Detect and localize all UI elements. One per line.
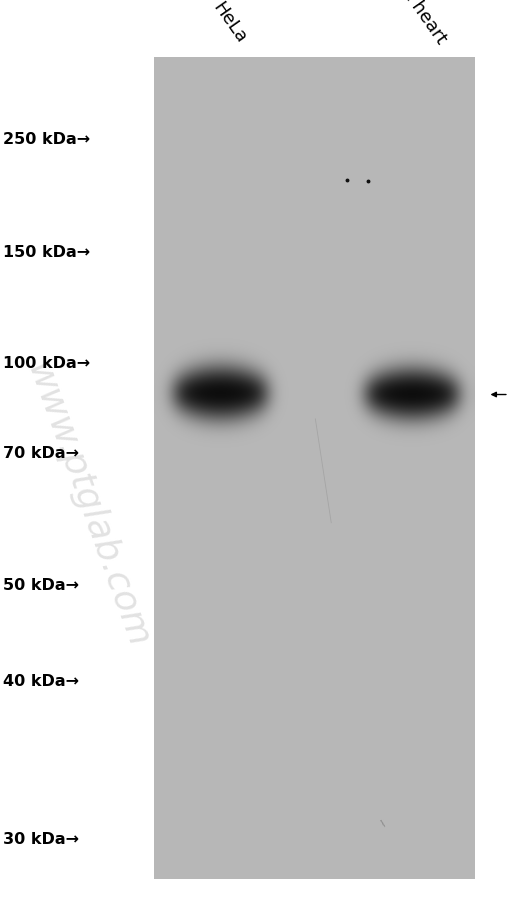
Text: 250 kDa→: 250 kDa→ [3, 133, 90, 147]
Text: 40 kDa→: 40 kDa→ [3, 674, 78, 688]
Text: 50 kDa→: 50 kDa→ [3, 577, 78, 592]
Text: 30 kDa→: 30 kDa→ [3, 832, 78, 846]
Text: HeLa: HeLa [209, 0, 250, 47]
Text: 70 kDa→: 70 kDa→ [3, 446, 78, 460]
Text: $\backslash$: $\backslash$ [379, 816, 386, 828]
FancyBboxPatch shape [154, 59, 474, 879]
Text: www.ptglab.com: www.ptglab.com [20, 358, 155, 652]
Text: 100 kDa→: 100 kDa→ [3, 355, 90, 370]
Text: 150 kDa→: 150 kDa→ [3, 245, 90, 260]
Text: rat heart: rat heart [390, 0, 450, 47]
